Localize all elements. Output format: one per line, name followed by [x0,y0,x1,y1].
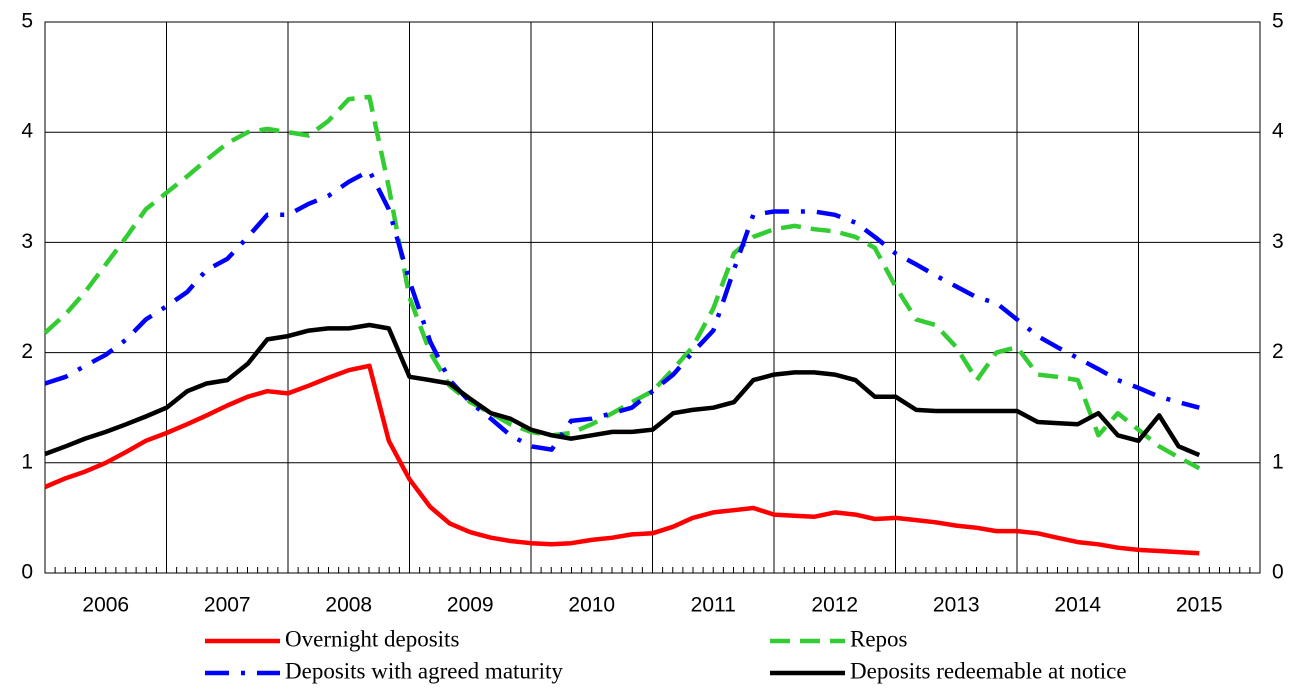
x-tick-label: 2012 [811,594,858,617]
legend-label: Overnight deposits [285,626,459,651]
y2-tick-label: 4 [1272,120,1284,143]
y-tick-label: 2 [21,340,33,363]
y2-tick-label: 1 [1272,450,1284,473]
legend-label: Deposits with agreed maturity [285,658,563,683]
y-tick-label: 5 [21,10,33,33]
x-tick-label: 2015 [1176,594,1223,617]
x-tick-label: 2008 [325,594,372,617]
y2-tick-label: 5 [1272,10,1284,33]
series-line [44,322,1201,458]
legend-label: Repos [850,626,908,651]
x-tick-label: 2010 [568,594,615,617]
y2-tick-label: 3 [1272,230,1284,253]
x-tick-label: 2014 [1054,594,1101,617]
series-line [43,94,1201,471]
y-tick-label: 0 [21,561,33,584]
y-tick-label: 1 [21,450,33,473]
y-tick-label: 4 [21,120,33,143]
x-tick-label: 2006 [82,594,129,617]
series-line [44,168,1200,452]
x-tick-label: 2013 [933,594,980,617]
y2-tick-label: 2 [1272,340,1284,363]
y2-tick-label: 0 [1272,561,1284,584]
x-tick-label: 2007 [204,594,251,617]
x-tick-label: 2011 [691,594,736,617]
series-line [44,363,1200,556]
y-tick-label: 3 [21,230,33,253]
legend-label: Deposits redeemable at notice [850,658,1127,683]
x-tick-label: 2009 [447,594,494,617]
